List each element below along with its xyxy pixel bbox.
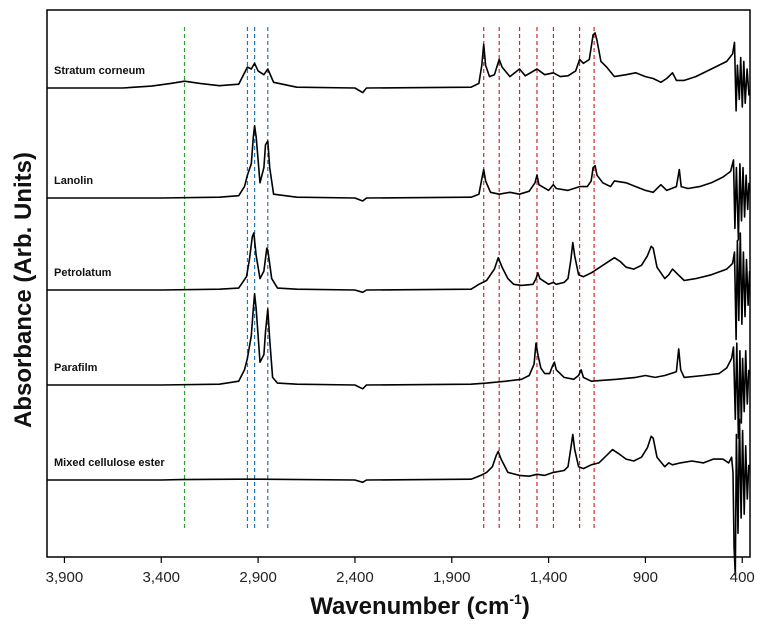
series-line-parafilm (47, 293, 750, 439)
series-label-mixed-cellulose-ester: Mixed cellulose ester (54, 457, 165, 469)
series-line-stratum-corneum (47, 32, 750, 112)
x-tick-label-900: 900 (633, 569, 658, 586)
x-tick-label-1400: 1,400 (530, 569, 568, 586)
x-tick-label-2400: 2,400 (336, 569, 374, 586)
series-line-mixed-cellulose-ester (47, 418, 750, 576)
x-axis-title-superscript: -1 (509, 591, 522, 607)
x-axis-ticks: 3,900 3,400 2,900 2,400 1,900 1,400 900 400 (46, 557, 755, 586)
series-labels: Stratum corneum Lanolin Petrolatum Parafilm… (54, 65, 165, 469)
series-label-petrolatum: Petrolatum (54, 267, 112, 279)
x-tick-label-400: 400 (730, 569, 755, 586)
x-tick-label-3900: 3,900 (46, 569, 84, 586)
spectra-series (47, 32, 751, 576)
series-label-lanolin: Lanolin (54, 175, 93, 187)
series-line-petrolatum (47, 232, 751, 341)
x-tick-label-1900: 1,900 (433, 569, 471, 586)
series-label-stratum-corneum: Stratum corneum (54, 65, 145, 77)
x-tick-label-3400: 3,400 (142, 569, 180, 586)
x-axis-title-main: Wavenumber (cm (310, 593, 509, 620)
plot-area-frame (46, 9, 751, 558)
x-axis-title: Wavenumber (cm-1) (310, 591, 530, 620)
series-line-lanolin (47, 125, 750, 241)
series-label-parafilm: Parafilm (54, 362, 98, 374)
x-axis-title-tail: ) (522, 593, 530, 620)
y-axis-title: Absorbance (Arb. Units) (10, 152, 37, 428)
x-tick-label-2900: 2,900 (239, 569, 277, 586)
